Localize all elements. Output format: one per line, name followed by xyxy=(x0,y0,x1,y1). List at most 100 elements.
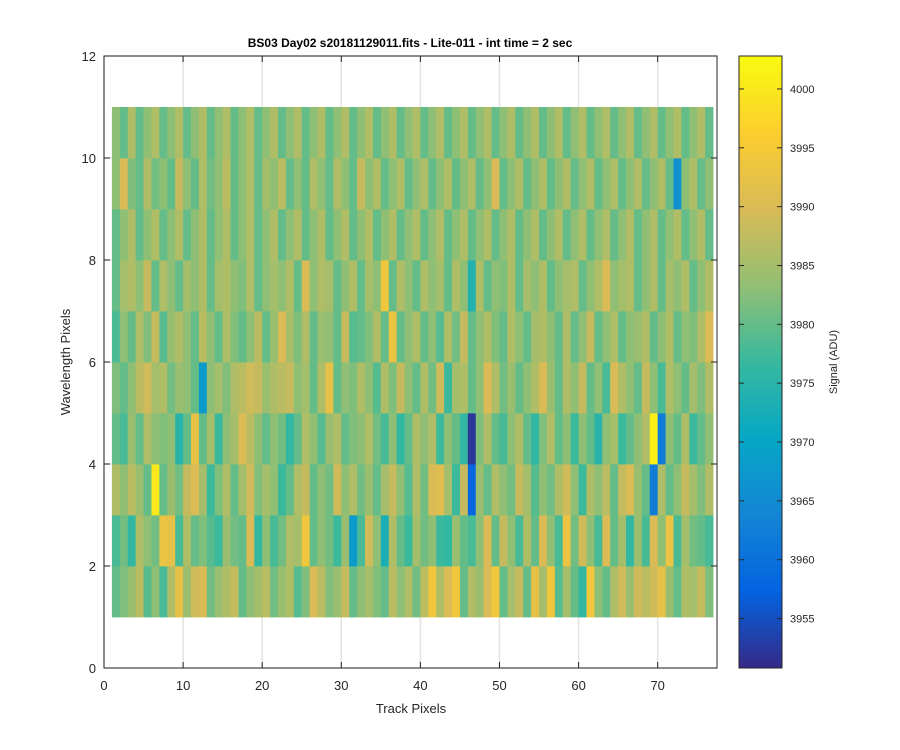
y-axis-ticks: 0 2 4 6 8 10 12 xyxy=(82,49,717,676)
heatmap-cell xyxy=(175,464,184,516)
heatmap-cell xyxy=(689,362,698,414)
heatmap-cell xyxy=(333,464,342,516)
heatmap-cell xyxy=(183,311,192,363)
heatmap-cell xyxy=(428,107,437,159)
heatmap-cell xyxy=(301,311,311,363)
heatmap-cell xyxy=(641,158,651,210)
heatmap-cell xyxy=(539,158,548,210)
y-tick-label: 4 xyxy=(89,457,96,472)
heatmap-cell xyxy=(428,158,437,210)
heatmap-cell xyxy=(428,311,437,363)
heatmap-cell xyxy=(119,413,129,465)
heatmap-cell xyxy=(697,566,706,618)
heatmap-cell xyxy=(578,107,587,159)
heatmap-cell xyxy=(531,158,540,210)
heatmap-cell xyxy=(317,362,326,414)
heatmap-cell xyxy=(214,515,224,567)
heatmap-cell xyxy=(657,515,666,567)
heatmap-cell xyxy=(198,260,208,312)
heatmap-cell xyxy=(214,362,224,414)
heatmap-cell xyxy=(483,311,492,363)
heatmap-cell xyxy=(444,362,453,414)
heatmap-cell xyxy=(523,260,532,312)
heatmap-cell xyxy=(206,107,216,159)
heatmap-cell xyxy=(602,209,611,261)
heatmap-cell xyxy=(175,515,184,567)
heatmap-cell xyxy=(254,362,263,414)
heatmap-cell xyxy=(246,362,255,414)
heatmap-cell xyxy=(341,209,350,261)
heatmap-cell xyxy=(594,413,603,465)
heatmap-cell xyxy=(546,515,556,567)
heatmap-cell xyxy=(301,260,311,312)
heatmap-cell xyxy=(333,311,342,363)
colorbar-tick-label: 3960 xyxy=(790,555,814,567)
heatmap-cell xyxy=(626,566,635,618)
heatmap-cell xyxy=(396,311,405,363)
heatmap-cell xyxy=(238,464,247,516)
heatmap-cell xyxy=(293,515,303,567)
heatmap-cell xyxy=(665,158,674,210)
heatmap-cell xyxy=(278,566,287,618)
heatmap-cell xyxy=(388,464,398,516)
heatmap-cell xyxy=(507,311,516,363)
heatmap-cell xyxy=(633,209,643,261)
heatmap-cell xyxy=(626,260,635,312)
heatmap-cell xyxy=(602,158,611,210)
heatmap-cell xyxy=(349,413,358,465)
heatmap-cell xyxy=(618,362,627,414)
heatmap-cell xyxy=(499,362,508,414)
heatmap-cell xyxy=(444,209,453,261)
heatmap-cell xyxy=(127,566,137,618)
heatmap-cell xyxy=(412,209,421,261)
heatmap-cell xyxy=(246,311,255,363)
heatmap-cell xyxy=(222,260,231,312)
heatmap-cell xyxy=(293,107,303,159)
heatmap-cell xyxy=(198,158,208,210)
heatmap-cell xyxy=(444,311,453,363)
heatmap-cell xyxy=(673,464,682,516)
heatmap-cell xyxy=(618,464,627,516)
heatmap-cell xyxy=(459,413,469,465)
heatmap-cell xyxy=(665,566,674,618)
heatmap-cell xyxy=(610,107,619,159)
heatmap-cell xyxy=(491,158,500,210)
heatmap-cell xyxy=(570,311,579,363)
heatmap-cell xyxy=(127,260,137,312)
heatmap-cell xyxy=(681,515,690,567)
heatmap-cell xyxy=(135,107,144,159)
heatmap-cell xyxy=(206,413,216,465)
heatmap-cell xyxy=(562,413,572,465)
heatmap-cell xyxy=(293,158,303,210)
heatmap-cell xyxy=(278,515,287,567)
heatmap-cell xyxy=(388,209,398,261)
heatmap-cell xyxy=(633,260,643,312)
heatmap-cell xyxy=(420,464,429,516)
heatmap-cell xyxy=(238,260,247,312)
heatmap-cell xyxy=(357,311,366,363)
heatmap-cell xyxy=(317,158,326,210)
heatmap-cell xyxy=(626,107,635,159)
heatmap-cell xyxy=(278,107,287,159)
heatmap-cell xyxy=(230,464,239,516)
heatmap-cell xyxy=(689,413,698,465)
heatmap-cell xyxy=(594,311,603,363)
heatmap-cell xyxy=(412,413,421,465)
heatmap-cell xyxy=(357,107,366,159)
heatmap-cell xyxy=(602,260,611,312)
heatmap-cell xyxy=(531,260,540,312)
heatmap-cell xyxy=(214,260,224,312)
heatmap-cell xyxy=(159,158,168,210)
heatmap-cell xyxy=(222,413,231,465)
colorbar-tick-label: 3970 xyxy=(790,437,814,449)
heatmap-cell xyxy=(143,311,152,363)
heatmap-cell xyxy=(689,566,698,618)
heatmap-cell xyxy=(689,107,698,159)
heatmap-cell xyxy=(531,107,540,159)
heatmap-cell xyxy=(475,260,485,312)
heatmap-cell xyxy=(301,464,311,516)
heatmap-cell xyxy=(610,566,619,618)
heatmap-cell xyxy=(523,515,532,567)
heatmap-cell xyxy=(293,260,303,312)
heatmap-cell xyxy=(586,362,595,414)
